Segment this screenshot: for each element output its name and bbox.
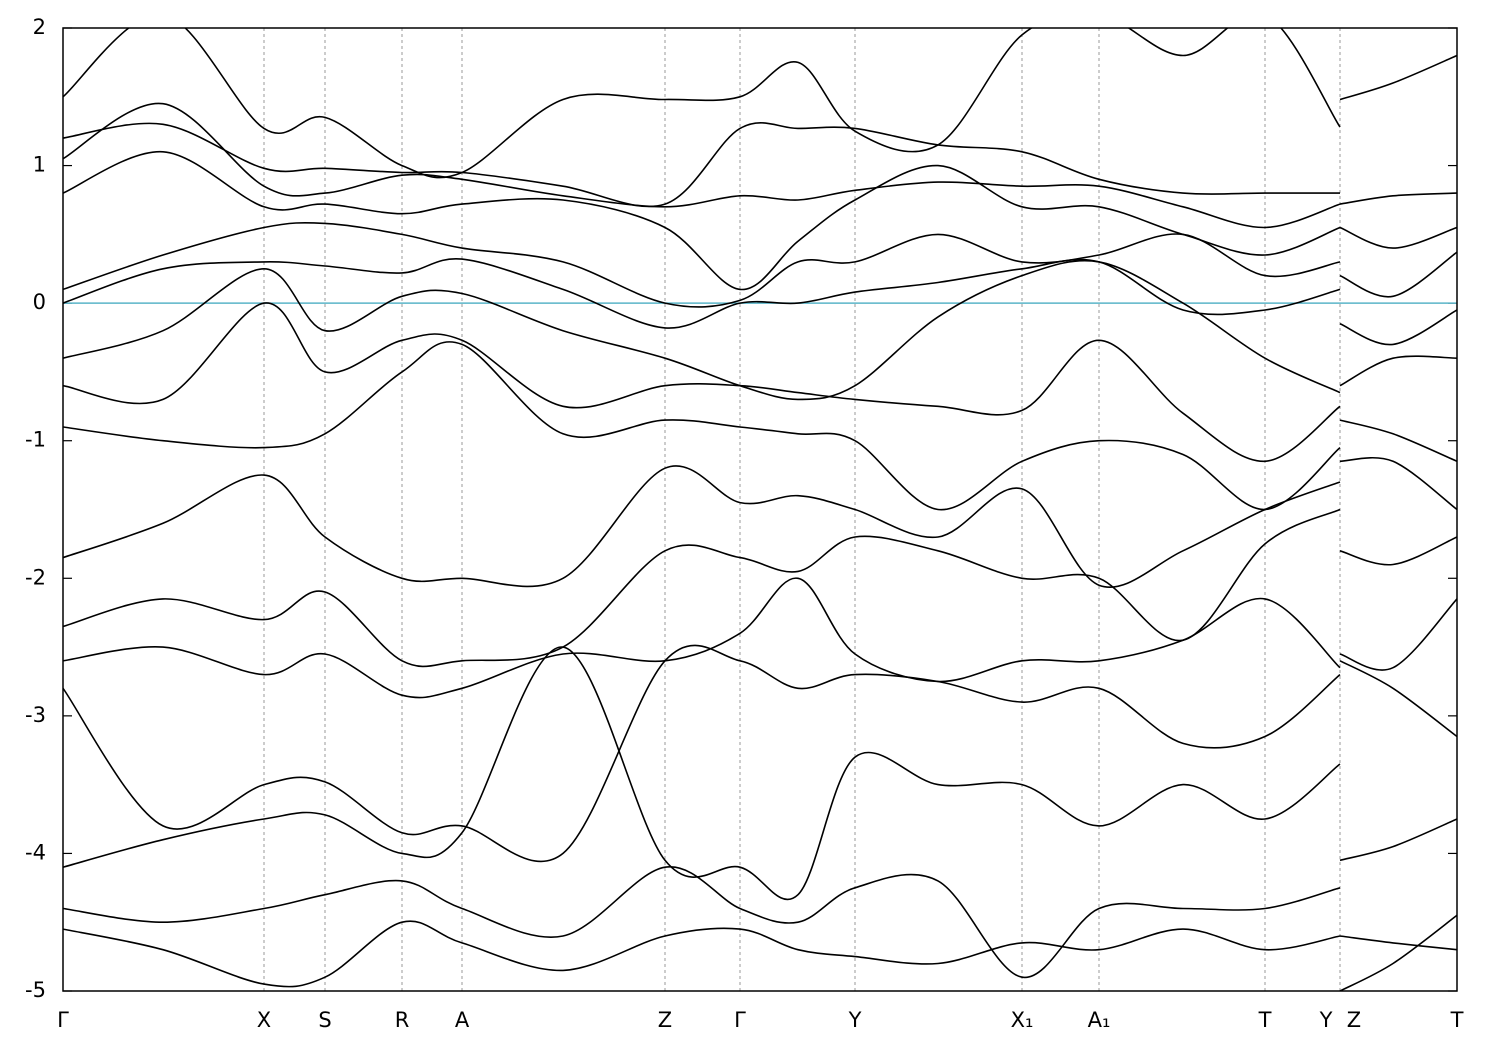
band-line: [63, 577, 1457, 862]
x-tick-label: Y: [1319, 1008, 1333, 1032]
x-tick-label: T: [1450, 1008, 1464, 1032]
band-line: [63, 646, 1457, 991]
x-tick-label: Z: [1347, 1008, 1361, 1032]
y-tick-label: -5: [25, 978, 46, 1002]
bands: [63, 28, 1457, 991]
band-line: [63, 508, 1457, 738]
y-tick-label: -2: [25, 565, 46, 589]
y-tick-label: -1: [25, 428, 46, 452]
plot-frame: [62, 27, 1458, 992]
band-line: [63, 221, 1457, 346]
x-tick-label: X: [257, 1008, 271, 1032]
band-line: [63, 302, 1457, 511]
x-tick-label: A₁: [1088, 1008, 1111, 1032]
y-tick-label: 0: [33, 290, 46, 314]
band-line: [63, 258, 1457, 387]
x-tick-label: Z: [658, 1008, 672, 1032]
y-tick-label: -3: [25, 703, 46, 727]
x-tick-label: R: [395, 1008, 410, 1032]
band-line: [63, 102, 1457, 249]
y-tick-label: 2: [33, 15, 46, 39]
grid: [62, 27, 1458, 992]
y-tick-label: 1: [33, 153, 46, 177]
band-line: [63, 28, 1457, 179]
band-line: [63, 150, 1457, 298]
band-line: [63, 465, 1457, 671]
band-line: [63, 259, 1457, 463]
x-tick-label: Γ: [734, 1008, 746, 1032]
x-tick-label: X₁: [1011, 1008, 1034, 1032]
x-tick-label: A: [455, 1008, 470, 1032]
band-line: [63, 644, 1457, 951]
y-tick-label: -4: [25, 840, 46, 864]
x-tick-label: Γ: [57, 1008, 69, 1032]
x-tick-label: Y: [848, 1008, 862, 1032]
band-line: [63, 122, 1457, 208]
band-line: [63, 866, 1341, 979]
band-line: [63, 920, 1341, 988]
x-tick-label: T: [1258, 1008, 1272, 1032]
band-line: [63, 341, 1457, 566]
x-tick-label: S: [318, 1008, 331, 1032]
